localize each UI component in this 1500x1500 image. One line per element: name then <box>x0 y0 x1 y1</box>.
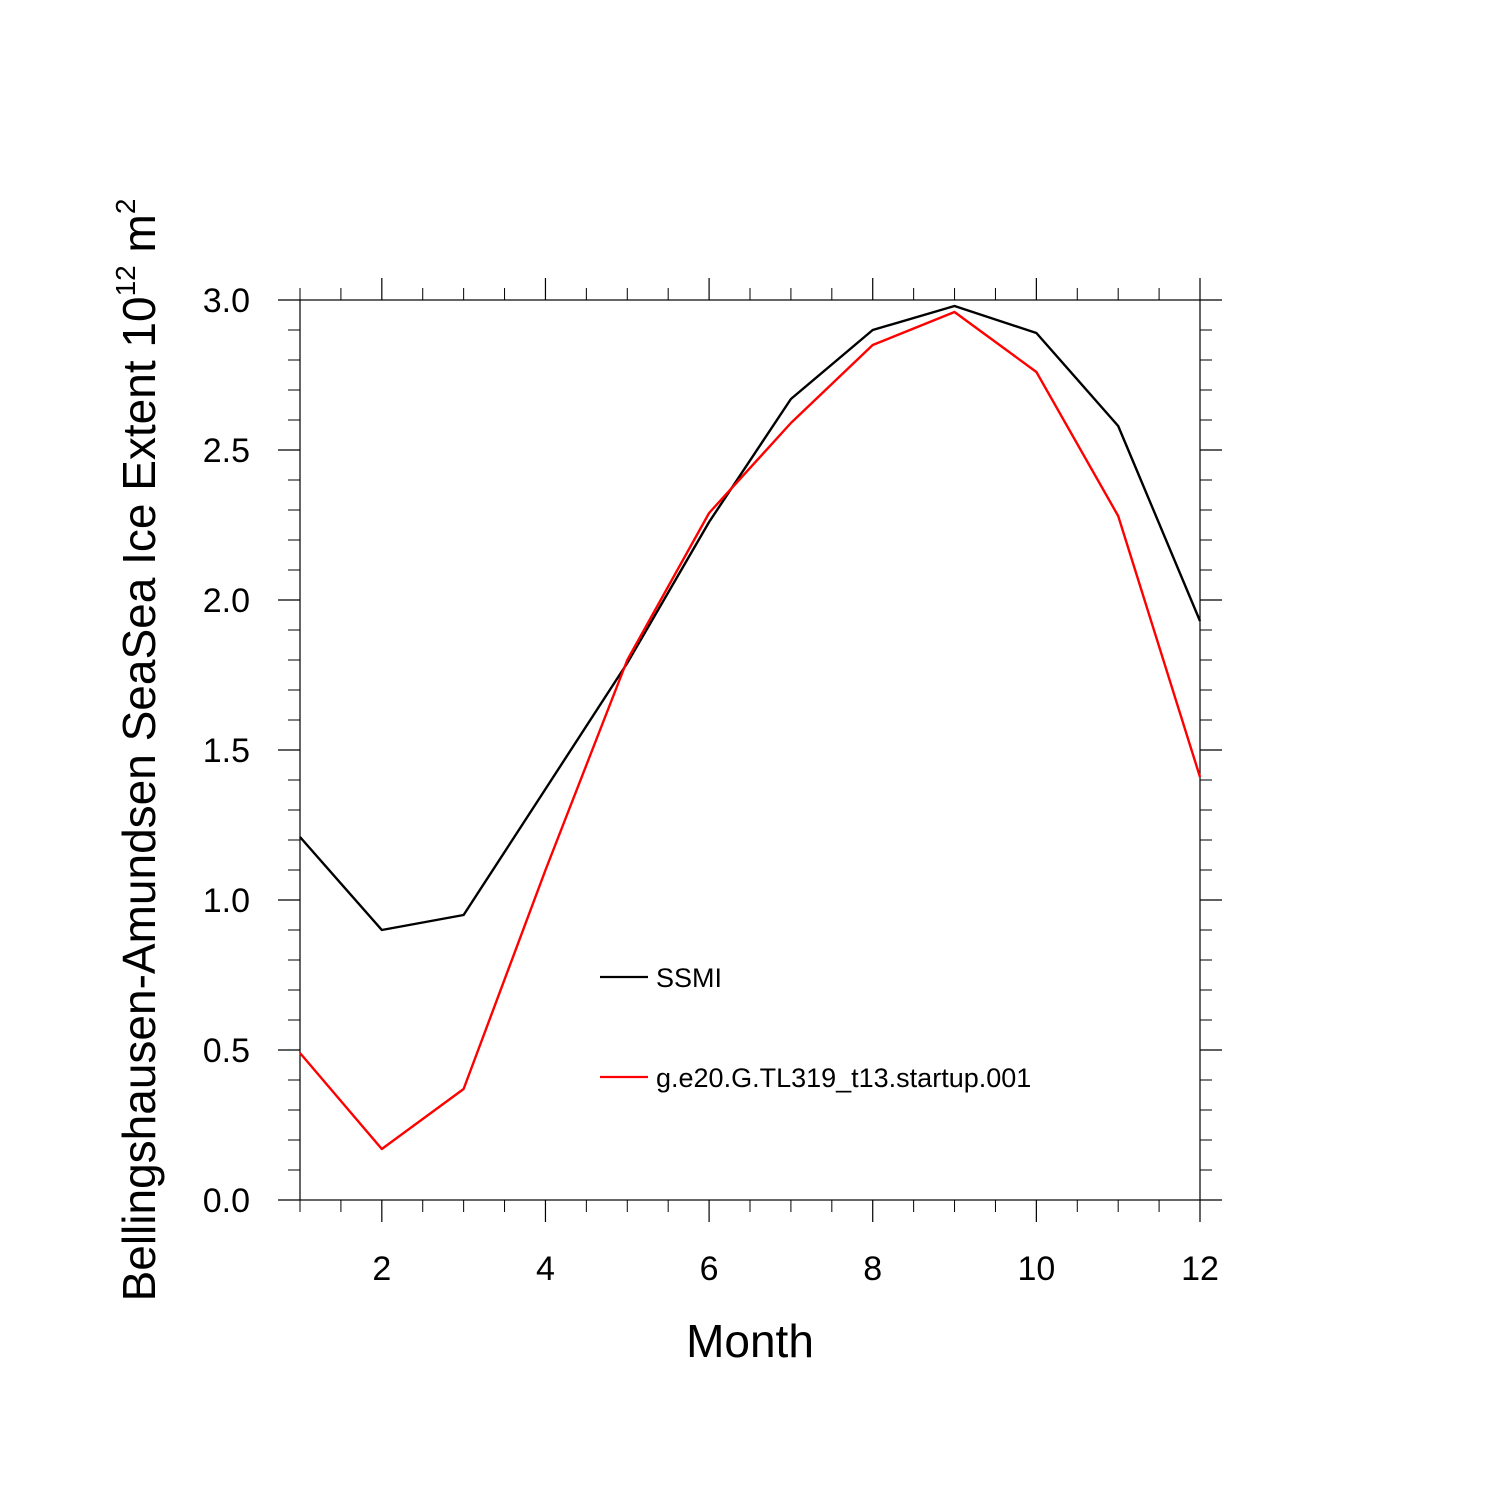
y-tick-label: 2.5 <box>203 432 250 470</box>
series-line-ssmi <box>299 304 1202 932</box>
x-axis-title: Month <box>686 1315 814 1367</box>
series-line-model <box>299 310 1202 1151</box>
y-tick-label: 3.0 <box>203 282 250 320</box>
y-axis-title-main: Bellingshausen-Amundsen SeaSea Ice Exten… <box>113 296 165 1301</box>
x-tick-labels: 2 4 6 8 10 12 <box>372 1250 1219 1288</box>
legend-label-model: g.e20.G.TL319_t13.startup.001 <box>656 1063 1031 1093</box>
y-tick-label: 0.5 <box>203 1032 250 1070</box>
x-tick-label: 2 <box>372 1250 391 1288</box>
x-tick-label: 12 <box>1181 1250 1219 1288</box>
x-tick-label: 4 <box>536 1250 555 1288</box>
y-axis-title-unit-exponent: 2 <box>110 199 141 215</box>
y-axis-title: Bellingshausen-Amundsen SeaSea Ice Exten… <box>110 199 165 1302</box>
y-tick-label: 0.0 <box>203 1182 250 1220</box>
series-lines <box>299 304 1202 1151</box>
minor-ticks <box>288 288 1212 1212</box>
y-axis-title-unit: m <box>113 214 165 265</box>
legend-label-ssmi: SSMI <box>656 963 722 993</box>
y-tick-label: 1.5 <box>203 732 250 770</box>
y-axis-title-exponent: 12 <box>110 265 141 296</box>
major-ticks <box>278 278 1222 1222</box>
x-tick-label: 8 <box>863 1250 882 1288</box>
y-tick-labels: 0.0 0.5 1.0 1.5 2.0 2.5 3.0 <box>203 282 250 1220</box>
x-tick-label: 6 <box>700 1250 719 1288</box>
legend: SSMI g.e20.G.TL319_t13.startup.001 <box>600 963 1031 1093</box>
x-tick-label: 10 <box>1017 1250 1055 1288</box>
plot-frame <box>299 299 1201 1201</box>
y-tick-label: 2.0 <box>203 582 250 620</box>
y-tick-label: 1.0 <box>203 882 250 920</box>
